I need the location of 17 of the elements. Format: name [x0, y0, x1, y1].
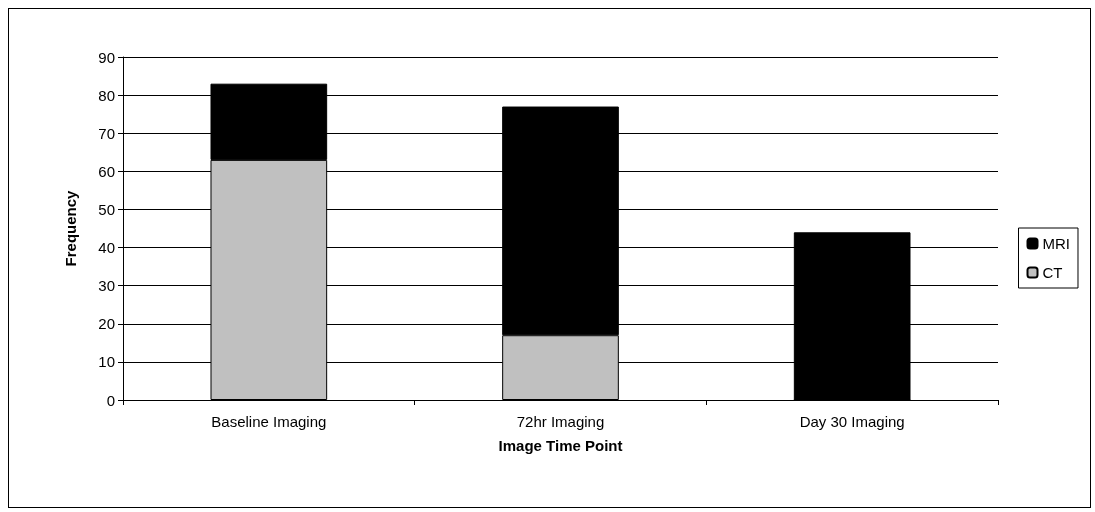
y-tick-label: 50	[98, 200, 115, 218]
x-tick-label: Day 30 Imaging	[799, 413, 905, 430]
y-axis-title: Frequency	[62, 189, 79, 267]
y-tick-label: 60	[98, 162, 115, 180]
x-tick-label: Baseline Imaging	[211, 413, 327, 430]
legend-label: MRI	[1042, 235, 1070, 252]
y-tick-label: 30	[98, 277, 115, 295]
y-tick-label: 40	[98, 239, 115, 257]
y-tick-label: 0	[106, 391, 115, 409]
x-axis-title: Image Time Point	[498, 437, 623, 454]
x-tick-label: 72hr Imaging	[516, 413, 605, 430]
y-tick-label: 70	[98, 124, 115, 142]
y-tick-label: 90	[98, 48, 115, 66]
legend-label: CT	[1042, 264, 1063, 281]
y-tick-label: 20	[98, 315, 115, 333]
y-tick-label: 10	[98, 353, 115, 371]
y-tick-label: 80	[98, 86, 115, 104]
